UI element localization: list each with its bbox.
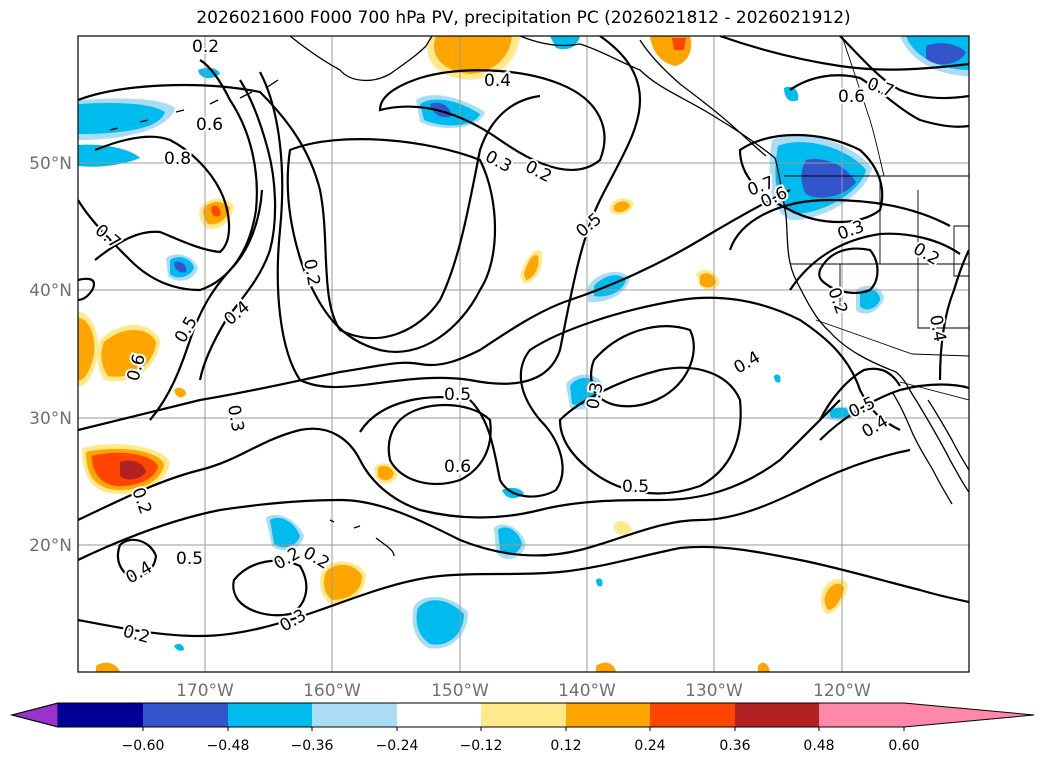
colorbar-extend-high xyxy=(904,703,1034,727)
contour-label: 0.5 xyxy=(444,385,471,405)
precip-positive-region xyxy=(524,254,539,280)
pv-contours xyxy=(78,36,969,638)
contour-label: 0.5 xyxy=(622,477,649,497)
contour-label: 0.6 xyxy=(196,115,223,135)
colorbar-segment xyxy=(58,703,143,727)
alaska-coastline xyxy=(519,36,969,493)
precip-positive-region xyxy=(378,466,394,481)
colorbar-segment xyxy=(481,703,566,727)
colorbar-tick-label: −0.60 xyxy=(122,738,165,754)
baja-peninsula-coast xyxy=(891,391,953,505)
lon-label-130w: 130°W xyxy=(685,681,743,701)
precip-negative-region xyxy=(784,86,799,102)
precip-positive-region xyxy=(614,521,632,536)
lat-label-20n: 20°N xyxy=(29,536,72,556)
colorbar-outline xyxy=(10,702,1035,728)
contour-label: 0.4 xyxy=(484,71,511,91)
colorbar-tick-label: 0.36 xyxy=(719,738,750,754)
colorbar-ticks xyxy=(142,727,905,731)
colorbar-segment xyxy=(312,703,397,727)
latitude-labels: 50°N 40°N 30°N 20°N xyxy=(29,154,72,556)
precip-positive-region xyxy=(324,564,362,600)
precip-positive-region xyxy=(672,38,686,50)
precip-positive-region xyxy=(101,330,156,377)
contour-label: 0.5 xyxy=(176,549,203,569)
precip-negative-region xyxy=(550,36,580,50)
lat-label-40n: 40°N xyxy=(29,281,72,301)
map-frame xyxy=(77,35,970,673)
colorbar-segment xyxy=(735,703,819,727)
colorbar-tick-label: 0.48 xyxy=(803,738,834,754)
map-plot-area xyxy=(78,36,969,672)
lat-label-50n: 50°N xyxy=(29,154,72,174)
colorbar-segment xyxy=(819,703,904,727)
colorbar-segment xyxy=(143,703,228,727)
colorbar-tick-label: −0.24 xyxy=(376,738,419,754)
precip-positive-region xyxy=(824,583,844,610)
contour-label: 0.8 xyxy=(164,149,191,169)
precip-negative-region xyxy=(174,643,184,651)
precip-shading xyxy=(78,36,969,672)
precip-negative-region xyxy=(78,144,140,167)
aleutian-islands xyxy=(109,79,279,131)
lon-label-150w: 150°W xyxy=(431,681,489,701)
precip-positive-region xyxy=(758,662,770,672)
colorbar-segment xyxy=(397,703,481,727)
colorbar-tick-label: 0.12 xyxy=(550,738,581,754)
map-title: 2026021600 F000 700 hPa PV, precipitatio… xyxy=(196,8,851,28)
precip-positive-region xyxy=(434,36,512,74)
colorbar-extend-low xyxy=(10,702,59,728)
colorbar-segment xyxy=(228,703,312,727)
precip-negative-region xyxy=(596,578,603,587)
mexico-mainland-coast xyxy=(927,399,969,471)
precip-negative-region xyxy=(78,102,165,134)
precip-negative-region xyxy=(860,289,880,310)
contour-label: 0.6 xyxy=(444,457,471,477)
precip-positive-region xyxy=(174,387,186,398)
precip-positive-region xyxy=(596,662,616,672)
lon-label-120w: 120°W xyxy=(813,681,871,701)
colorbar: −0.60 −0.48 −0.36 −0.24 −0.12 0.12 0.24 … xyxy=(10,702,1035,754)
precip-negative-region xyxy=(774,374,781,383)
colorbar-tick-label: −0.36 xyxy=(291,738,334,754)
precip-positive-region xyxy=(78,318,95,381)
precip-negative-region xyxy=(270,517,300,548)
lat-label-30n: 30°N xyxy=(29,409,72,429)
colorbar-tick-label: −0.12 xyxy=(460,738,503,754)
lon-label-160w: 160°W xyxy=(303,681,361,701)
precip-negative-region xyxy=(416,600,464,645)
alaska-coastline xyxy=(289,36,433,81)
precip-positive-region xyxy=(614,201,630,213)
contour-label: 0.2 xyxy=(192,37,219,57)
lon-label-170w: 170°W xyxy=(176,681,234,701)
precip-positive-region xyxy=(120,460,146,480)
longitude-labels: 170°W 160°W 150°W 140°W 130°W 120°W xyxy=(176,681,871,701)
hawaii-islands xyxy=(329,519,395,557)
contour-label: 0.6 xyxy=(838,87,865,107)
colorbar-segment xyxy=(650,703,735,727)
precip-negative-region xyxy=(174,261,187,273)
precip-negative-region xyxy=(926,43,966,65)
lon-label-140w: 140°W xyxy=(558,681,616,701)
precip-positive-region xyxy=(700,273,716,288)
precip-negative-region xyxy=(498,527,522,555)
colorbar-tick-label: −0.48 xyxy=(207,738,250,754)
colorbar-tick-label: 0.60 xyxy=(888,738,919,754)
precip-positive-region xyxy=(96,662,120,672)
precip-positive-region xyxy=(211,205,221,217)
colorbar-segment xyxy=(566,703,650,727)
canada-archipelago-coast xyxy=(639,39,767,157)
colorbar-tick-label: 0.24 xyxy=(634,738,665,754)
coastlines xyxy=(109,36,969,557)
